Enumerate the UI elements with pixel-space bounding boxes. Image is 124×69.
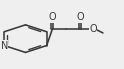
Text: N: N xyxy=(1,41,8,51)
Text: O: O xyxy=(77,12,84,22)
Text: O: O xyxy=(89,24,97,34)
Text: O: O xyxy=(49,12,56,22)
